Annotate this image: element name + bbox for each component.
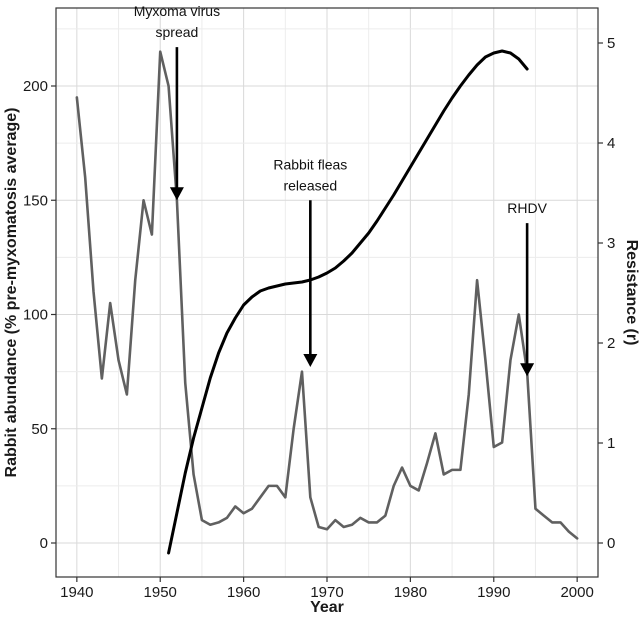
series-layer xyxy=(75,49,579,555)
annotation-label: spread xyxy=(156,24,199,40)
y-left-tick-label: 100 xyxy=(23,307,48,324)
annotation-arrow-head xyxy=(303,354,318,368)
x-tick-label: 2000 xyxy=(560,584,593,601)
y-right-axis-title: Resistance (r) xyxy=(623,240,640,346)
y-left-axis-title: Rabbit abundance (% pre-myxomatosis aver… xyxy=(3,108,20,478)
annotations: Myxoma virus spread Rabbit fleas released RH… xyxy=(134,3,548,377)
y-left-tick-label: 150 xyxy=(23,192,48,209)
x-tick-label: 1970 xyxy=(310,584,343,601)
grid xyxy=(56,8,598,577)
annotation-label: Myxoma virus xyxy=(134,3,220,19)
x-tick-label: 1940 xyxy=(60,584,93,601)
annotation-arrow-head xyxy=(520,363,535,377)
x-tick-label: 1990 xyxy=(477,584,510,601)
y-left-tick-label: 0 xyxy=(40,535,48,552)
annotation-label: Rabbit fleas xyxy=(273,156,347,172)
y-right-tick-label: 0 xyxy=(607,535,615,552)
annotation-label: released xyxy=(283,177,337,193)
axes: 1940 1950 1960 1970 1980 1990 2000050100150200… xyxy=(3,35,640,616)
y-left-tick-label: 50 xyxy=(31,421,48,438)
annotation-arrow-head xyxy=(169,187,184,201)
y-right-tick-label: 1 xyxy=(607,435,615,452)
abundance-line xyxy=(75,50,579,540)
x-axis-title: Year xyxy=(310,599,344,616)
y-right-tick-label: 4 xyxy=(607,135,615,152)
resistance-line xyxy=(167,49,529,555)
y-right-tick-label: 3 xyxy=(607,235,615,252)
y-right-tick-label: 5 xyxy=(607,35,615,52)
y-left-tick-label: 200 xyxy=(23,78,48,95)
annotation-label: RHDV xyxy=(507,200,547,216)
y-right-tick-label: 2 xyxy=(607,335,615,352)
x-tick-label: 1950 xyxy=(144,584,177,601)
x-tick-label: 1960 xyxy=(227,584,260,601)
x-tick-label: 1980 xyxy=(394,584,427,601)
